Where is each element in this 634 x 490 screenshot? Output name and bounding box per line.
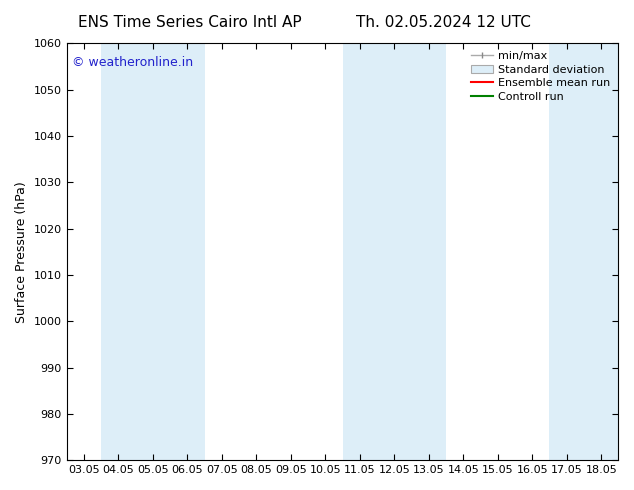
Bar (342, 44, 446, 460)
Text: Th. 02.05.2024 12 UTC: Th. 02.05.2024 12 UTC (356, 15, 531, 30)
Text: © weatheronline.in: © weatheronline.in (72, 56, 193, 69)
Y-axis label: Surface Pressure (hPa): Surface Pressure (hPa) (15, 181, 28, 323)
Bar (101, 44, 205, 460)
Text: ENS Time Series Cairo Intl AP: ENS Time Series Cairo Intl AP (79, 15, 302, 30)
Legend: min/max, Standard deviation, Ensemble mean run, Controll run: min/max, Standard deviation, Ensemble me… (466, 47, 615, 106)
Bar (550, 44, 619, 460)
